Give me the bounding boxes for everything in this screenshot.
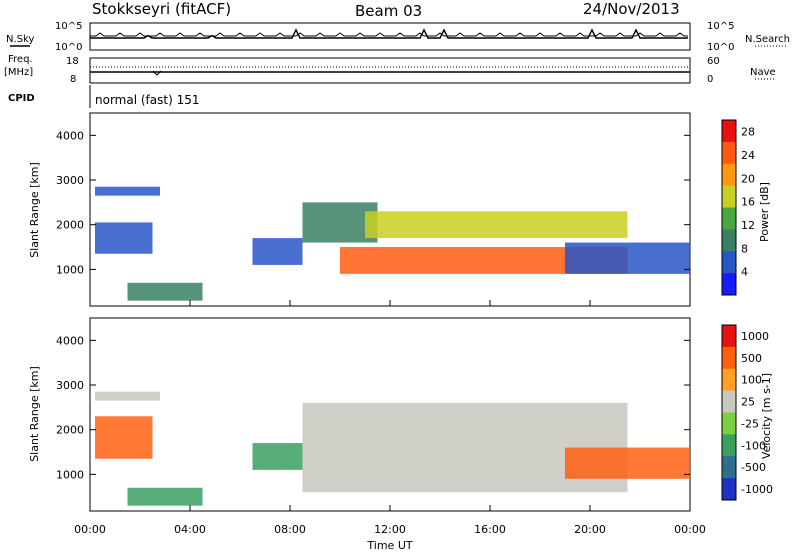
velocity-colorbar-swatch-3 [722,390,736,413]
power-colorbar-tick-4: 20 [741,172,755,185]
power-colorbar-swatch-6 [722,251,736,274]
power-colorbar-swatch-0 [722,120,736,143]
power-colorbar-tick-5: 24 [741,149,755,162]
power-colorbar-tick-2: 12 [741,219,755,232]
power-region-0 [95,186,160,196]
freq-label-1: Freq. [8,54,33,65]
velocity-region-5 [565,447,690,479]
velocity-colorbar-tick-3: 25 [741,396,755,409]
power-colorbar-swatch-1 [722,141,736,165]
velocity-ytick-label-0: 1000 [56,468,84,481]
xtick-label-3: 12:00 [374,523,406,536]
noise-tick-top-left: 10^5 [55,21,82,32]
velocity-colorbar-swatch-6 [722,456,736,479]
velocity-ytick-label-2: 3000 [56,379,84,392]
velocity-ytick-label-1: 2000 [56,424,84,437]
noise-tick-bottom-right: 10^0 [707,42,734,53]
power-colorbar-tick-6: 28 [741,126,755,139]
power-ytick-label-0: 1000 [56,263,84,276]
power-colorbar-frame [721,119,737,296]
nave-tick-bottom: 0 [707,74,713,85]
nsky-label: N.Sky [6,34,34,45]
noise-tick-bottom-left: 10^0 [55,42,82,53]
power-colorbar-swatch-7 [722,273,736,296]
velocity-colorbar-tick-0: 1000 [741,330,769,343]
velocity-colorbar-tick-5: -100 [741,439,766,452]
velocity-colorbar-tick-6: -500 [741,461,766,474]
velocity-region-2 [127,487,203,506]
power-colorbar-tick-0: 4 [741,266,748,279]
velocity-panel: 1000 2000 3000 4000 Slant Range [km] 1000 50… [28,317,773,512]
power-region-2 [127,282,203,301]
velocity-colorbar-swatch-5 [722,434,736,457]
freq-tick-top: 18 [66,56,79,67]
date-title: 24/Nov/2013 [583,0,680,18]
nsearch-label: N.Search [745,34,790,45]
velocity-colorbar-tick-1: 500 [741,352,762,365]
cpid-strip: CPID normal (fast) 151 [8,85,199,108]
velocity-colorbar-swatch-1 [722,346,736,370]
nave-tick-top: 60 [707,56,720,67]
power-ytick-label-3: 4000 [56,129,84,142]
freq-label-2: [MHz] [4,67,33,78]
beam-title: Beam 03 [355,2,422,20]
station-title: Stokkseyri (fitACF) [92,0,231,18]
power-region-1 [95,222,153,254]
power-region-3 [252,238,303,265]
power-ytick-label-1: 2000 [56,219,84,232]
velocity-region-1 [95,416,153,459]
velocity-colorbar-tick-4: -25 [741,417,759,430]
power-colorbar-tick-1: 8 [741,242,748,255]
freq-tick-bottom: 8 [70,74,76,85]
velocity-colorbar-tick-7: -1000 [741,483,773,496]
xtick-label-4: 16:00 [474,523,506,536]
noise-strip: N.Sky 10^5 10^0 10^5 10^0 N.Search [6,21,790,53]
noise-tick-top-right: 10^5 [707,21,734,32]
nave-label: Nave [750,67,776,78]
noise-search-trace [90,32,688,37]
power-region-7 [565,242,690,274]
cpid-value: normal (fast) 151 [95,93,199,107]
velocity-ylabel: Slant Range [km] [28,366,41,462]
velocity-colorbar-frame [721,324,737,501]
power-colorbar-swatch-2 [722,163,736,187]
velocity-region-3 [252,443,303,470]
xtick-label-6: 00:00 [674,523,706,536]
power-colorbar-swatch-3 [722,185,736,208]
power-colorbar-swatch-4 [722,207,736,230]
power-ylabel: Slant Range [km] [28,162,41,258]
power-region-6 [365,211,628,239]
velocity-colorbar-swatch-2 [722,368,736,392]
velocity-colorbar-swatch-4 [722,412,736,435]
xtick-label-0: 00:00 [74,523,106,536]
frequency-strip: Freq. [MHz] 18 8 60 0 Nave [4,54,776,85]
velocity-region-0 [95,391,160,401]
time-axis: 00:00 04:00 08:00 12:00 16:00 20:00 00:00 [74,300,706,536]
power-colorbar-tick-3: 16 [741,196,755,209]
velocity-colorbar-swatch-0 [722,325,736,348]
frequency-dip-mark [152,70,162,76]
power-colorbar-label: Power [dB] [758,182,771,242]
power-panel-frame [89,112,691,307]
power-panel: 1000 2000 3000 4000 Slant Range [km] 4 8 12 16… [28,112,771,307]
velocity-colorbar-label: Velocity [m s-1] [760,373,773,459]
xtick-label-5: 20:00 [574,523,606,536]
noise-sky-trace [90,28,688,39]
velocity-ytick-label-3: 4000 [56,334,84,347]
velocity-colorbar-tick-2: 100 [741,374,762,387]
cpid-label: CPID [8,93,35,104]
power-colorbar-swatch-5 [722,229,736,252]
xtick-label-2: 08:00 [274,523,306,536]
power-ytick-label-2: 3000 [56,174,84,187]
velocity-colorbar-swatch-7 [722,478,736,501]
x-axis-label: Time UT [366,539,412,552]
xtick-label-1: 04:00 [174,523,206,536]
